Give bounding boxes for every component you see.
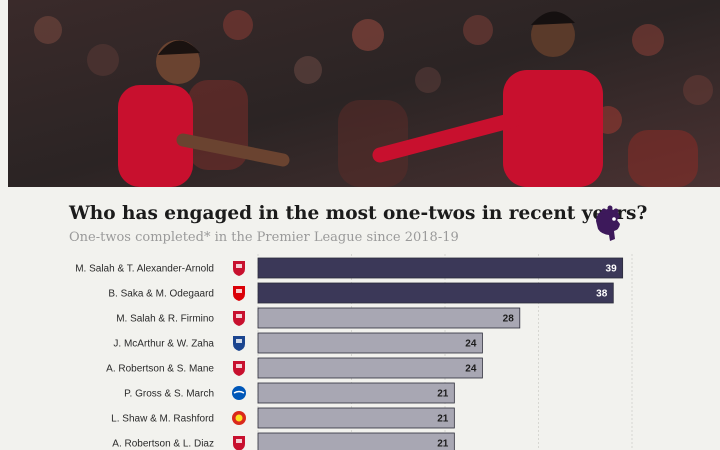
bar — [257, 282, 614, 304]
bar — [257, 407, 455, 429]
bar — [257, 382, 455, 404]
crest-detail — [236, 364, 242, 368]
chart-panel: Who has engaged in the most one-twos in … — [0, 187, 720, 450]
crest-detail — [236, 264, 242, 268]
bar-label: B. Saka & M. Odegaard — [108, 289, 214, 300]
brighton-crest-icon — [232, 386, 246, 400]
chart-title: Who has engaged in the most one-twos in … — [69, 203, 648, 224]
liverpool-crest-icon — [233, 361, 245, 376]
crest-detail — [236, 314, 242, 318]
bar-chart: M. Salah & T. Alexander-Arnold 39 B. Saka … — [75, 254, 633, 450]
bar — [257, 332, 483, 354]
bar-value-label: 39 — [606, 264, 618, 275]
crest-detail — [236, 339, 242, 343]
hero-photo — [8, 0, 720, 187]
bar — [257, 432, 455, 450]
premier-league-logo-icon — [596, 205, 620, 241]
crest-detail — [233, 390, 245, 394]
crystal_palace-crest-icon — [233, 336, 245, 351]
bar-value-label: 38 — [596, 289, 608, 300]
bar-value-label: 21 — [437, 414, 449, 425]
liverpool-crest-icon — [233, 261, 245, 276]
bar-value-label: 24 — [465, 339, 477, 350]
liverpool-crest-icon — [233, 311, 245, 326]
crest-detail — [235, 414, 243, 422]
bar-label: A. Robertson & L. Diaz — [112, 439, 214, 450]
bar-label: A. Robertson & S. Mane — [106, 364, 214, 375]
bar — [257, 307, 521, 329]
arsenal-crest-icon — [233, 286, 245, 301]
bar-label: J. McArthur & W. Zaha — [113, 339, 214, 350]
bar — [257, 357, 483, 379]
bar-value-label: 28 — [503, 314, 515, 325]
bar-value-label: 21 — [437, 439, 449, 450]
chart-subtitle: One-twos completed* in the Premier Leagu… — [69, 230, 459, 245]
bar-label: P. Gross & S. March — [124, 389, 214, 400]
bar-label: M. Salah & R. Firmino — [116, 314, 214, 325]
crest-detail — [236, 439, 242, 443]
bar — [257, 257, 624, 279]
bar-label: M. Salah & T. Alexander-Arnold — [75, 264, 214, 275]
bar-value-label: 21 — [437, 389, 449, 400]
bar-label: L. Shaw & M. Rashford — [111, 414, 214, 425]
bar-value-label: 24 — [465, 364, 477, 375]
crest-detail — [236, 289, 242, 293]
